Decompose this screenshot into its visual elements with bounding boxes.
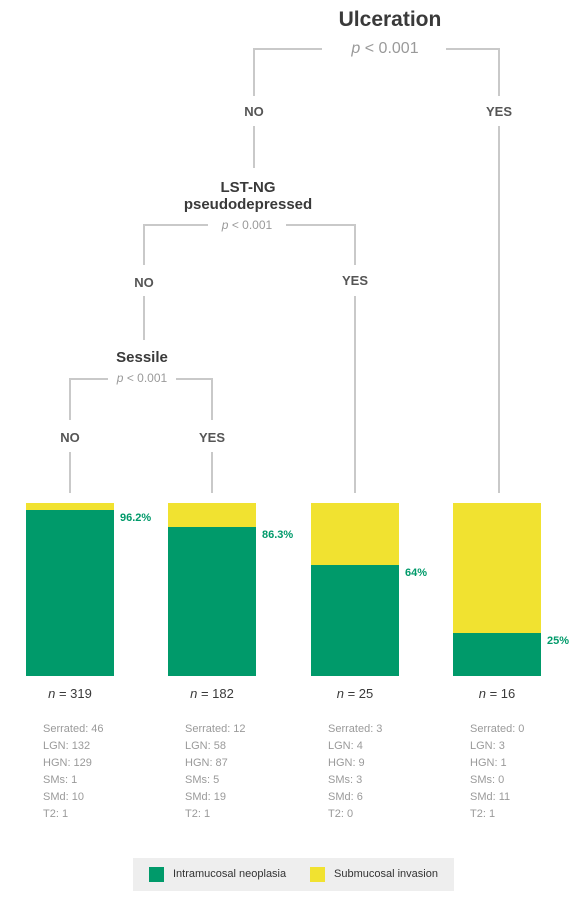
node-title-lst-ng: LST-NG pseudodepressed (160, 179, 336, 213)
stat-line: SMs: 5 (185, 774, 220, 786)
p-value: < 0.001 (231, 218, 273, 232)
stat-line: LGN: 4 (328, 740, 363, 752)
stat-line: HGN: 1 (470, 757, 507, 769)
bar-data-label-4: 25% (547, 635, 570, 647)
branch-label-ulceration-yes: YES (485, 104, 512, 119)
n-value: = 16 (489, 686, 516, 701)
stat-line: SMs: 3 (328, 774, 363, 786)
p-value: < 0.001 (364, 40, 419, 57)
bar-segment-intramucosal (26, 510, 114, 676)
branch-label-sessile-yes: YES (198, 430, 225, 445)
legend-label-submucosal: Submucosal invasion (334, 868, 438, 880)
stat-line: LGN: 132 (43, 740, 91, 752)
stat-line: LGN: 58 (185, 740, 226, 752)
outcome-bar-1 (26, 503, 114, 676)
group-stats-1: Serrated: 46 LGN: 132 HGN: 129 SMs: 1 SM… (43, 721, 104, 823)
branch-label-lst-no: NO (134, 275, 154, 290)
p-symbol: p (116, 371, 124, 385)
legend-swatch-submucosal (310, 867, 325, 882)
outcome-bar-3 (311, 503, 399, 676)
stat-line: LGN: 3 (470, 740, 505, 752)
connector-ulceration-no (253, 48, 322, 96)
branch-label-sessile-no: NO (60, 430, 80, 445)
connector-sessile-no (69, 378, 108, 420)
bar-data-label-1: 96.2% (120, 512, 152, 524)
group-n-label-1: n = 319 (10, 686, 130, 701)
stat-line: HGN: 9 (328, 757, 365, 769)
stat-line: SMs: 0 (470, 774, 505, 786)
bar-segment-submucosal (311, 503, 399, 565)
stat-line: SMs: 1 (43, 774, 78, 786)
stat-line: Serrated: 3 (328, 723, 383, 735)
node-title-sessile: Sessile (116, 349, 168, 366)
n-value: = 319 (58, 686, 92, 701)
stat-line: T2: 1 (43, 808, 69, 820)
stat-line: T2: 1 (470, 808, 496, 820)
legend-label-intramucosal: Intramucosal neoplasia (173, 868, 287, 880)
p-symbol: p (221, 218, 229, 232)
bar-segment-submucosal (26, 503, 114, 510)
node-title-lst-ng-line2: pseudodepressed (183, 195, 313, 213)
stat-line: T2: 0 (328, 808, 354, 820)
group-n-label-2: n = 182 (152, 686, 272, 701)
group-stats-4: Serrated: 0 LGN: 3 HGN: 1 SMs: 0 SMd: 11… (470, 721, 524, 823)
connector-sessile-yes (176, 378, 213, 420)
node-title-lst-ng-line1: LST-NG (220, 179, 276, 196)
group-stats-3: Serrated: 3 LGN: 4 HGN: 9 SMs: 3 SMd: 6 … (328, 721, 382, 823)
n-value: = 25 (347, 686, 374, 701)
stat-line: SMd: 10 (43, 791, 84, 803)
group-stats-2: Serrated: 12 LGN: 58 HGN: 87 SMs: 5 SMd:… (185, 721, 246, 823)
bar-segment-submucosal (168, 503, 256, 527)
bar-data-label-3: 64% (405, 567, 428, 579)
bar-segment-intramucosal (168, 527, 256, 676)
n-value: = 182 (200, 686, 234, 701)
p-symbol: p (351, 40, 361, 57)
stat-line: T2: 1 (185, 808, 211, 820)
n-symbol: n (336, 686, 344, 701)
branch-label-ulceration-no: NO (244, 104, 264, 119)
node-p-value-lst-ng: p < 0.001 (197, 218, 297, 232)
stat-line: HGN: 129 (43, 757, 92, 769)
bar-segment-intramucosal (453, 633, 541, 676)
bar-data-label-2: 86.3% (262, 529, 294, 541)
connector-lst-no (143, 224, 208, 265)
n-symbol: n (48, 686, 56, 701)
node-title-ulceration: Ulceration (338, 8, 442, 31)
n-symbol: n (478, 686, 486, 701)
stat-line: SMd: 11 (470, 791, 511, 803)
bar-segment-submucosal (453, 503, 541, 633)
connector-lst-yes (286, 224, 356, 265)
stat-line: Serrated: 46 (43, 723, 104, 735)
outcome-bar-2 (168, 503, 256, 676)
bar-segment-intramucosal (311, 565, 399, 676)
branch-label-lst-yes: YES (341, 273, 368, 288)
group-n-label-3: n = 25 (295, 686, 415, 701)
legend: Intramucosal neoplasia Submucosal invasi… (133, 858, 454, 891)
stat-line: SMd: 19 (185, 791, 226, 803)
outcome-bar-4 (453, 503, 541, 676)
p-value: < 0.001 (126, 371, 168, 385)
n-symbol: n (190, 686, 198, 701)
connector-ulceration-yes (446, 48, 500, 96)
stat-line: SMd: 6 (328, 791, 363, 803)
group-n-label-4: n = 16 (437, 686, 557, 701)
stat-line: HGN: 87 (185, 757, 228, 769)
stat-line: Serrated: 12 (185, 723, 246, 735)
node-p-value-sessile: p < 0.001 (92, 371, 192, 385)
stat-line: Serrated: 0 (470, 723, 525, 735)
node-p-value-ulceration: p < 0.001 (315, 40, 455, 58)
legend-swatch-intramucosal (149, 867, 164, 882)
